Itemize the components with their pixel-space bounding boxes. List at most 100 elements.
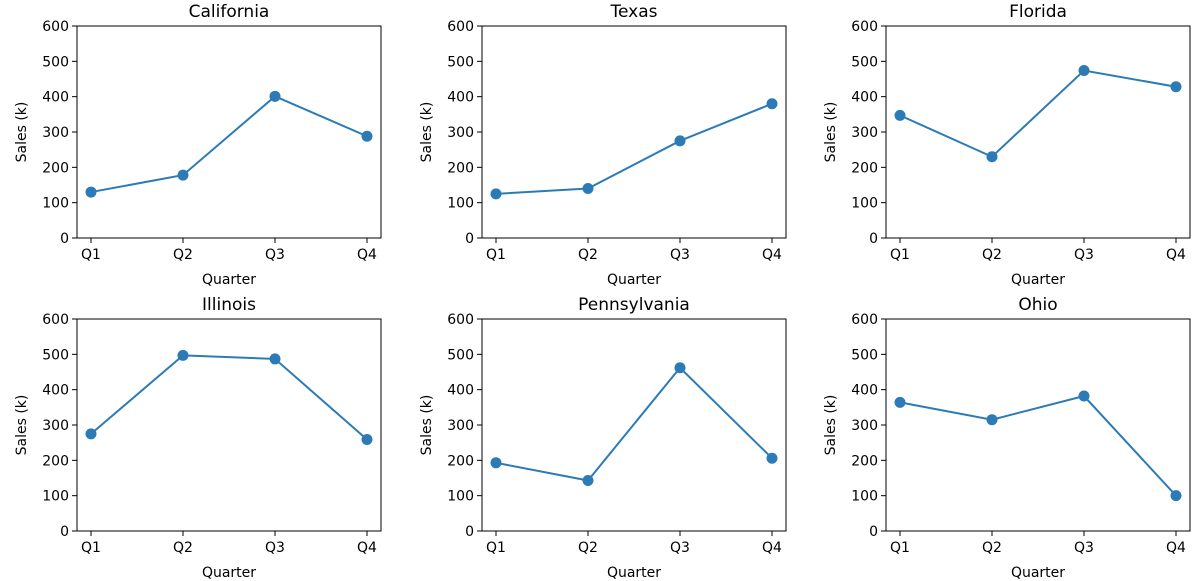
y-tick-label: 400 bbox=[42, 90, 69, 106]
x-tick-label: Q1 bbox=[890, 540, 910, 556]
x-axis-label: Quarter bbox=[1011, 272, 1065, 288]
y-axis-label: Sales (k) bbox=[14, 395, 30, 456]
plot-frame bbox=[885, 25, 1191, 239]
x-tick-label: Q1 bbox=[486, 540, 506, 556]
y-tick-label: 600 bbox=[447, 312, 474, 328]
y-tick-label: 600 bbox=[447, 19, 474, 35]
y-axis-label: Sales (k) bbox=[823, 395, 839, 456]
data-point bbox=[490, 457, 502, 469]
y-tick-label: 200 bbox=[42, 453, 69, 469]
data-point bbox=[269, 90, 281, 102]
y-tick-label: 100 bbox=[447, 489, 474, 505]
x-tick-label: Q2 bbox=[578, 540, 598, 556]
plot-frame bbox=[76, 25, 382, 239]
y-tick-label: 400 bbox=[447, 383, 474, 399]
data-point bbox=[582, 474, 594, 486]
y-tick-label: 600 bbox=[42, 312, 69, 328]
data-point bbox=[674, 135, 686, 147]
y-tick-label: 300 bbox=[851, 418, 878, 434]
x-axis-label: Quarter bbox=[202, 565, 256, 581]
y-tick-label: 600 bbox=[42, 19, 69, 35]
y-tick-label: 100 bbox=[851, 196, 878, 212]
data-point bbox=[1170, 81, 1182, 93]
panel-florida: Florida 0 100 200 300 400 500 600 Q1 Q2 Q3 Q4 Quarte… bbox=[823, 2, 1191, 288]
x-tick-label: Q2 bbox=[982, 247, 1002, 263]
y-tick-label: 500 bbox=[42, 54, 69, 70]
data-point bbox=[986, 151, 998, 163]
y-tick-label: 0 bbox=[869, 231, 878, 247]
x-tick-label: Q3 bbox=[265, 247, 285, 263]
series-line bbox=[90, 354, 368, 441]
panel-ohio: Ohio 0 100 200 300 400 500 600 Q1 Q2 Q3 Q4 Quarter Sa… bbox=[823, 295, 1191, 581]
x-axis-label: Quarter bbox=[607, 565, 661, 581]
y-tick-label: 600 bbox=[851, 19, 878, 35]
x-tick-label: Q3 bbox=[265, 540, 285, 556]
data-point bbox=[177, 349, 189, 361]
y-tick-label: 100 bbox=[851, 489, 878, 505]
chart-title: Ohio bbox=[1018, 295, 1057, 315]
data-point bbox=[1170, 490, 1182, 502]
y-tick-label: 500 bbox=[851, 347, 878, 363]
data-point bbox=[674, 362, 686, 374]
x-tick-label: Q4 bbox=[762, 540, 782, 556]
y-tick-label: 500 bbox=[447, 347, 474, 363]
panel-pennsylvania: Pennsylvania 0 100 200 300 400 500 600 Q1 Q2 Q3 Q4 Q… bbox=[419, 295, 787, 581]
y-axis-label: Sales (k) bbox=[419, 102, 435, 163]
data-point bbox=[1078, 390, 1090, 402]
data-point bbox=[1078, 65, 1090, 77]
y-tick-label: 0 bbox=[465, 231, 474, 247]
y-tick-label: 500 bbox=[42, 347, 69, 363]
y-tick-label: 400 bbox=[851, 90, 878, 106]
data-point bbox=[766, 98, 778, 110]
series-line bbox=[495, 102, 773, 195]
data-point bbox=[85, 186, 97, 198]
y-tick-label: 100 bbox=[447, 196, 474, 212]
x-tick-label: Q3 bbox=[670, 540, 690, 556]
chart-title: Pennsylvania bbox=[578, 295, 690, 315]
x-axis-label: Quarter bbox=[202, 272, 256, 288]
y-tick-label: 200 bbox=[447, 453, 474, 469]
y-tick-label: 200 bbox=[851, 160, 878, 176]
chart-title: Illinois bbox=[202, 295, 256, 315]
x-tick-label: Q2 bbox=[173, 540, 193, 556]
y-tick-label: 600 bbox=[851, 312, 878, 328]
data-point bbox=[361, 130, 373, 142]
series-line bbox=[495, 366, 773, 482]
x-tick-label: Q2 bbox=[578, 247, 598, 263]
data-point bbox=[894, 396, 906, 408]
y-tick-label: 400 bbox=[447, 90, 474, 106]
y-tick-label: 500 bbox=[447, 54, 474, 70]
data-point bbox=[490, 188, 502, 200]
y-tick-label: 200 bbox=[447, 160, 474, 176]
data-point bbox=[177, 169, 189, 181]
data-point bbox=[766, 452, 778, 464]
x-tick-label: Q4 bbox=[762, 247, 782, 263]
x-tick-label: Q1 bbox=[81, 247, 101, 263]
y-tick-label: 0 bbox=[60, 524, 69, 540]
x-tick-label: Q3 bbox=[670, 247, 690, 263]
y-tick-label: 400 bbox=[851, 383, 878, 399]
y-tick-label: 100 bbox=[42, 489, 69, 505]
y-tick-label: 300 bbox=[42, 418, 69, 434]
x-tick-label: Q1 bbox=[81, 540, 101, 556]
plot-frame bbox=[76, 318, 382, 532]
y-tick-label: 400 bbox=[42, 383, 69, 399]
x-tick-label: Q3 bbox=[1074, 247, 1094, 263]
x-tick-label: Q4 bbox=[357, 540, 377, 556]
y-tick-label: 0 bbox=[869, 524, 878, 540]
x-tick-label: Q3 bbox=[1074, 540, 1094, 556]
plot-frame bbox=[481, 25, 787, 239]
chart-title: Texas bbox=[610, 2, 658, 22]
y-axis-label: Sales (k) bbox=[419, 395, 435, 456]
y-axis-label: Sales (k) bbox=[823, 102, 839, 163]
series-line bbox=[899, 394, 1177, 497]
y-tick-label: 100 bbox=[42, 196, 69, 212]
y-tick-label: 0 bbox=[465, 524, 474, 540]
x-tick-label: Q1 bbox=[486, 247, 506, 263]
y-tick-label: 200 bbox=[42, 160, 69, 176]
x-axis-label: Quarter bbox=[1011, 565, 1065, 581]
y-tick-label: 0 bbox=[60, 231, 69, 247]
data-point bbox=[269, 353, 281, 365]
x-tick-label: Q4 bbox=[1166, 247, 1186, 263]
